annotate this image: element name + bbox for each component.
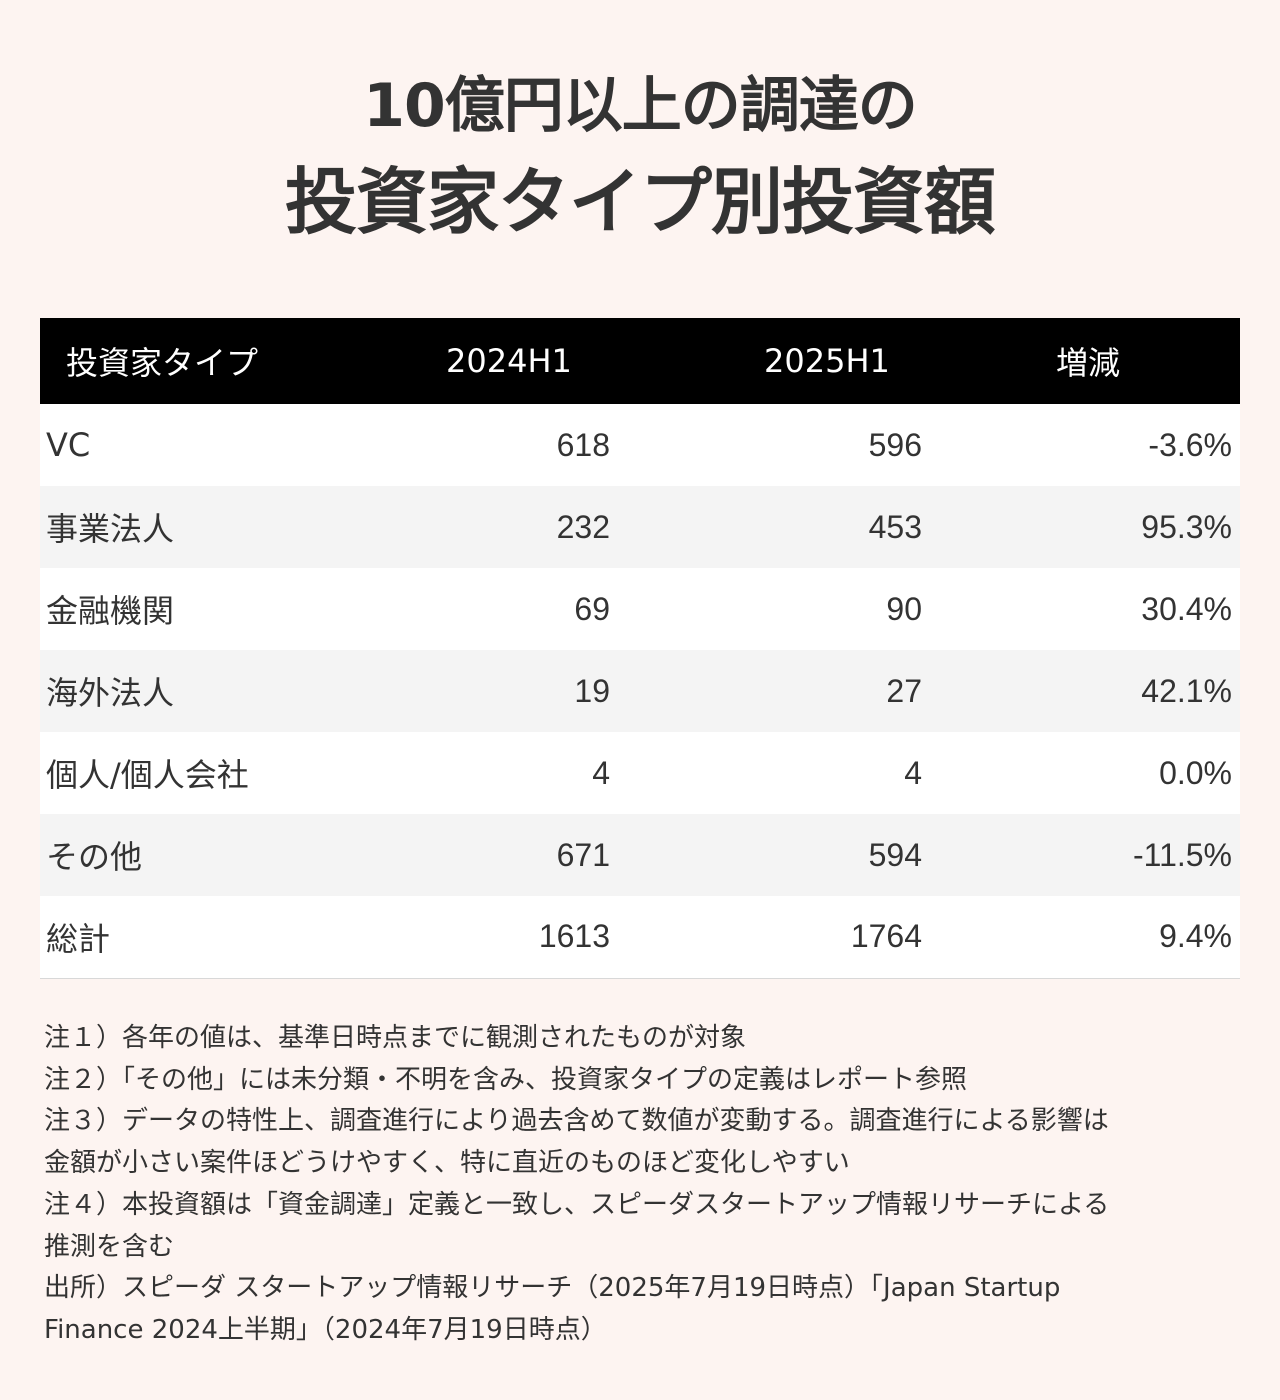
cell-2025h1: 1764 <box>850 918 922 955</box>
cell-investor-type: 事業法人 <box>46 510 175 548</box>
header-change: 増減 <box>1056 344 1121 382</box>
cell-change: 95.3% <box>1141 508 1232 545</box>
cell-2025h1: 594 <box>868 836 922 873</box>
investment-table: 投資家タイプ 2024H1 2025H1 増減 VC 618 596 -3.6%… <box>40 318 1240 979</box>
cell-2024h1: 671 <box>556 836 610 873</box>
table-row: 海外法人 19 27 42.1% <box>40 650 1240 732</box>
cell-2024h1: 19 <box>574 672 610 709</box>
note-line: 注３）データの特性上、調査進行により過去含めて数値が変動する。調査進行による影響… <box>44 1106 1109 1137</box>
header-2024h1: 2024H1 <box>446 342 572 380</box>
title-line-1: 10億円以上の調達の <box>363 71 918 141</box>
table-row: 個人/個人会社 4 4 0.0% <box>40 732 1240 814</box>
chart-title: 10億円以上の調達の 投資家タイプ別投資額 <box>0 70 1280 250</box>
cell-2025h1: 90 <box>886 590 922 627</box>
cell-2024h1: 1613 <box>538 918 610 955</box>
cell-2024h1: 232 <box>556 508 610 545</box>
source-line: 出所）スピーダ スタートアップ情報リサーチ（2025年7月19日時点）「Japa… <box>44 1273 1061 1304</box>
cell-2025h1: 596 <box>868 426 922 463</box>
note-line: 注１）各年の値は、基準日時点までに観測されたものが対象 <box>44 1023 747 1053</box>
cell-investor-type: 個人/個人会社 <box>46 756 249 794</box>
table-row: 事業法人 232 453 95.3% <box>40 486 1240 568</box>
cell-investor-type: VC <box>46 426 91 464</box>
data-table: 投資家タイプ 2024H1 2025H1 増減 VC 618 596 -3.6%… <box>40 318 1240 979</box>
note-line: 注２）「その他」には未分類・不明を含み、投資家タイプの定義はレポート参照 <box>44 1064 968 1095</box>
cell-change: -11.5% <box>1132 836 1232 873</box>
cell-change: 30.4% <box>1141 590 1232 627</box>
note-line: 注４）本投資額は「資金調達」定義と一致し、スピーダスタートアップ情報リサーチによ… <box>44 1189 1110 1220</box>
table-header: 投資家タイプ 2024H1 2025H1 増減 <box>40 318 1240 404</box>
note-line: 金額が小さい案件ほどうけやすく、特に直近のものほど変化しやすい <box>44 1148 850 1179</box>
cell-2025h1: 453 <box>868 508 922 545</box>
note-line: 推測を含む <box>44 1231 175 1262</box>
table-row: その他 671 594 -11.5% <box>40 814 1240 896</box>
cell-2025h1: 4 <box>904 754 922 791</box>
cell-2025h1: 27 <box>886 672 922 709</box>
cell-change: 0.0% <box>1159 754 1232 791</box>
header-row: 投資家タイプ 2024H1 2025H1 増減 <box>40 318 1240 404</box>
cell-investor-type: 金融機関 <box>46 592 175 630</box>
table-row: VC 618 596 -3.6% <box>40 404 1240 486</box>
source-line: Finance 2024上半期」（2024年7月19日時点） <box>44 1314 607 1345</box>
cell-change: 42.1% <box>1141 672 1232 709</box>
cell-investor-type: 総計 <box>46 919 111 958</box>
cell-2024h1: 618 <box>556 426 610 463</box>
table-row-total: 総計 1613 1764 9.4% <box>40 896 1240 978</box>
cell-2024h1: 4 <box>592 754 610 791</box>
header-2025h1: 2025H1 <box>764 342 890 380</box>
cell-change: -3.6% <box>1148 426 1232 463</box>
table-body: VC 618 596 -3.6% 事業法人 232 453 95.3% 金融機関… <box>40 404 1240 978</box>
cell-2024h1: 69 <box>574 590 610 627</box>
header-investor-type: 投資家タイプ <box>66 344 259 382</box>
table-row: 金融機関 69 90 30.4% <box>40 568 1240 650</box>
cell-change: 9.4% <box>1159 918 1232 955</box>
title-line-2: 投資家タイプ別投資額 <box>284 160 996 244</box>
cell-investor-type: 海外法人 <box>46 674 175 712</box>
cell-investor-type: その他 <box>46 838 143 876</box>
footnotes: 注１）各年の値は、基準日時点までに観測されたものが対象 注２）「その他」には未分… <box>44 1018 1244 1352</box>
